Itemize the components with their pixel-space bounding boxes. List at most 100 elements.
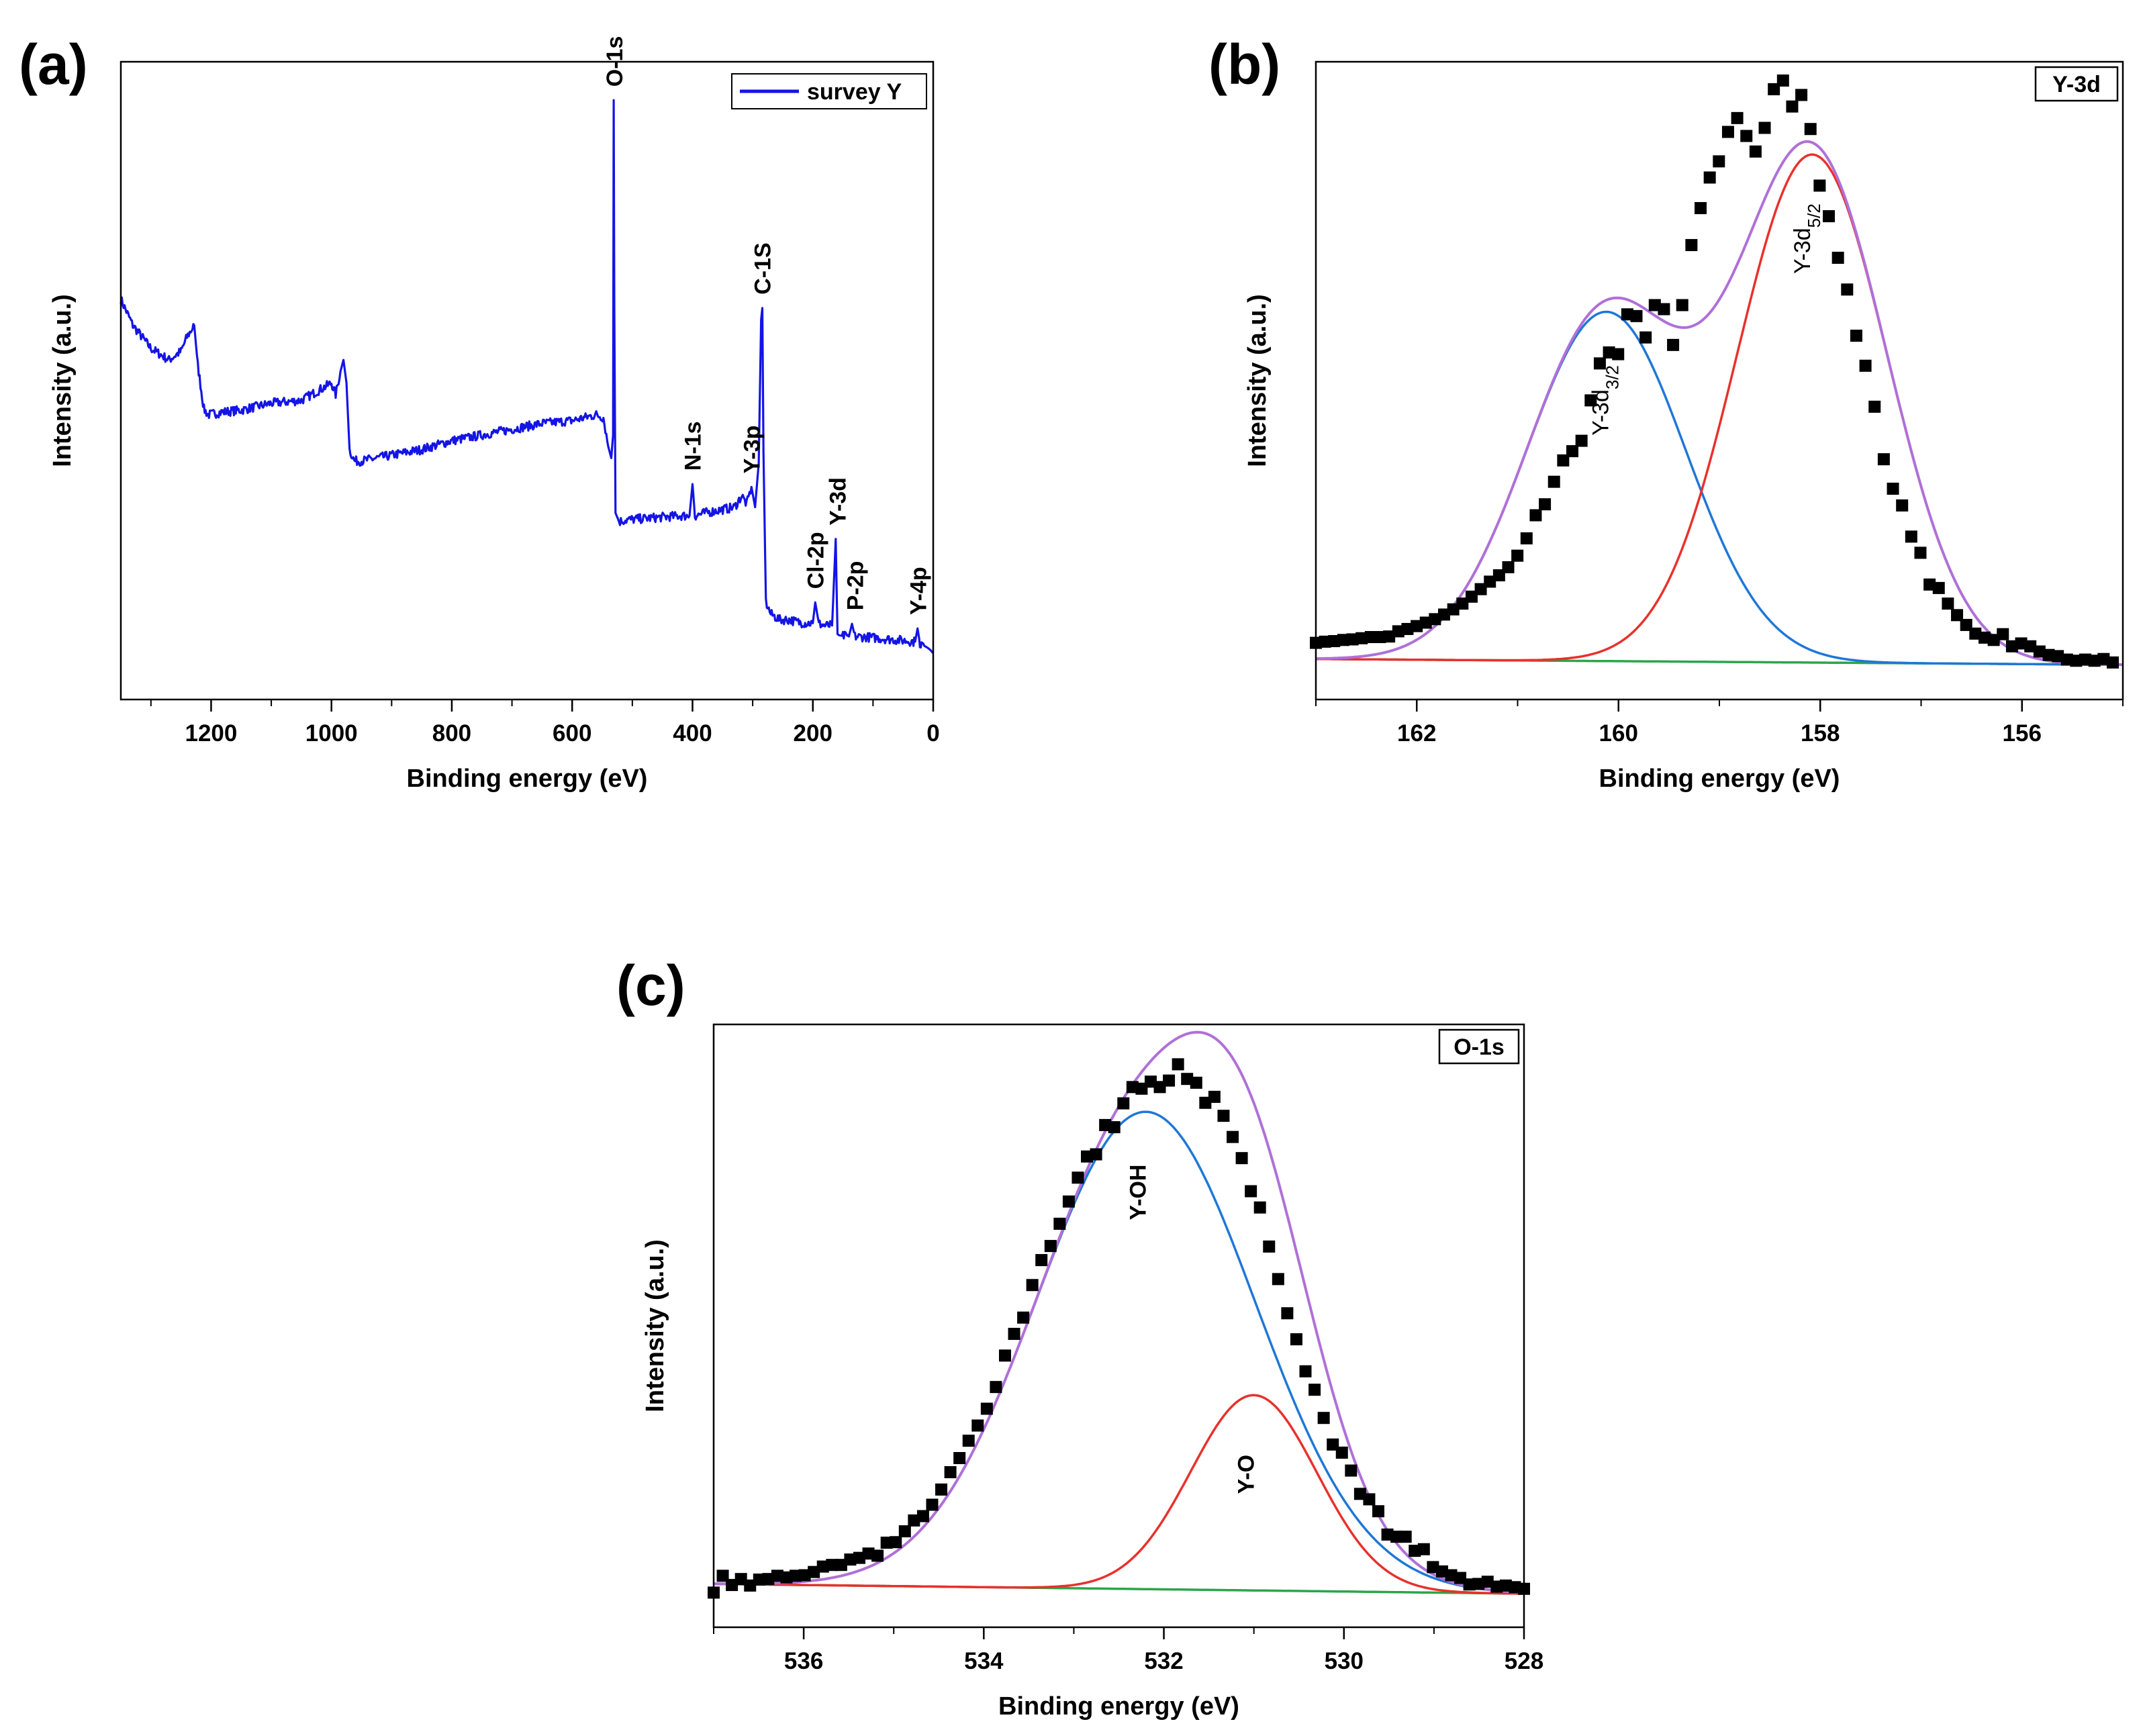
data-point [2070, 655, 2083, 667]
data-point [1547, 475, 1560, 488]
data-point [1199, 1096, 1212, 1109]
data-point [1776, 74, 1789, 87]
data-point [1630, 309, 1643, 322]
data-point [1327, 1438, 1339, 1451]
data-point [1335, 1446, 1348, 1459]
data-point [1435, 1565, 1448, 1578]
data-point [1072, 1171, 1084, 1184]
data-point [1463, 1578, 1476, 1591]
data-point [1877, 453, 1890, 466]
data-point [808, 1565, 820, 1578]
data-point [798, 1569, 811, 1582]
data-point [1557, 454, 1570, 467]
data-point [1566, 445, 1579, 458]
data-point [1896, 499, 1909, 512]
data-point [1786, 100, 1799, 113]
data-point [1454, 1572, 1467, 1584]
data-point [1438, 608, 1451, 621]
data-point [1227, 1130, 1239, 1143]
data-point [1804, 123, 1817, 136]
data-point [1511, 549, 1524, 562]
legend-box [731, 73, 927, 109]
data-point [2097, 653, 2110, 665]
x-tick-label: 156 [2003, 720, 2042, 746]
data-point [835, 1559, 847, 1572]
data-point [1090, 1148, 1102, 1161]
data-point [1685, 239, 1698, 252]
data-point [1281, 1307, 1294, 1320]
data-point [862, 1547, 875, 1560]
data-point [1499, 1579, 1512, 1592]
peak-annotation: N-1s [680, 421, 706, 471]
data-point [1135, 1082, 1148, 1095]
data-point [1731, 111, 1744, 124]
envelope-line [1315, 140, 2123, 667]
data-point [1831, 251, 1844, 264]
data-point [1081, 1150, 1094, 1163]
data-point [1208, 1090, 1221, 1103]
data-point [1345, 1464, 1358, 1477]
component-y-o [714, 1394, 1525, 1595]
x-tick-label: 160 [1599, 720, 1638, 746]
data-point [1346, 633, 1359, 646]
data-point [1355, 632, 1368, 644]
data-point [1575, 434, 1588, 447]
data-point [1969, 627, 1982, 640]
data-point [1465, 590, 1478, 603]
x-axis-title: Binding energy (eV) [998, 1692, 1239, 1721]
data-point [1749, 145, 1762, 158]
data-point [1481, 1576, 1494, 1588]
data-point [1235, 1152, 1248, 1165]
data-point [1997, 628, 2009, 640]
data-point [744, 1579, 757, 1592]
data-point [1417, 1543, 1430, 1555]
x-axis-title: Binding energy (eV) [1599, 765, 1840, 793]
data-point [1381, 1528, 1394, 1541]
data-point [2015, 637, 2028, 650]
data-point [1263, 1240, 1276, 1253]
x-tick-label: 1200 [185, 720, 238, 746]
data-point [1456, 597, 1469, 610]
x-tick-label: 1000 [305, 720, 358, 746]
component-y-3d5-2 [1316, 153, 2123, 666]
data-point [1740, 130, 1753, 142]
data-point [1960, 618, 1972, 631]
peak-annotation: Y-3p [739, 426, 765, 474]
x-tick-label: 536 [784, 1648, 823, 1674]
component-label-subscript: 5/2 [1804, 203, 1824, 228]
component-label-text: Y-3d [1588, 389, 1614, 436]
data-point [1245, 1185, 1257, 1198]
data-point [1153, 1081, 1166, 1094]
data-point [990, 1381, 1002, 1394]
data-point [726, 1579, 739, 1592]
data-point [971, 1419, 984, 1432]
data-point [1108, 1121, 1121, 1134]
data-point [1490, 1580, 1503, 1593]
data-point [1383, 630, 1396, 643]
component-label-text: Y-OH [1126, 1165, 1151, 1220]
x-tick-label: 162 [1397, 720, 1436, 746]
data-point [2088, 655, 2101, 667]
data-point [1695, 202, 1707, 215]
data-point [1399, 1531, 1412, 1543]
component-y-oh [714, 1110, 1525, 1594]
data-point [1217, 1110, 1230, 1122]
spectrum-label-box [1438, 1028, 1520, 1065]
data-point [1419, 616, 1432, 629]
data-point [853, 1551, 865, 1564]
data-point [790, 1570, 802, 1582]
data-point [1447, 603, 1460, 616]
panel-a-axes: 1200 1000 800 600 400 200 0 Binding energy (eV)… [48, 60, 940, 793]
data-point [2106, 656, 2119, 669]
data-point [826, 1559, 839, 1572]
data-point [844, 1553, 857, 1566]
data-point [1603, 346, 1615, 359]
x-tick-label: 200 [794, 720, 832, 746]
data-point [1044, 1240, 1057, 1253]
data-point [2060, 653, 2073, 666]
data-point [1768, 83, 1780, 95]
data-point [1914, 546, 1927, 559]
data-point [1520, 532, 1533, 544]
panel-b-axes: 162 160 158 156 Binding energy (eV) Intensity… [1243, 60, 2124, 793]
data-point [1529, 509, 1542, 522]
